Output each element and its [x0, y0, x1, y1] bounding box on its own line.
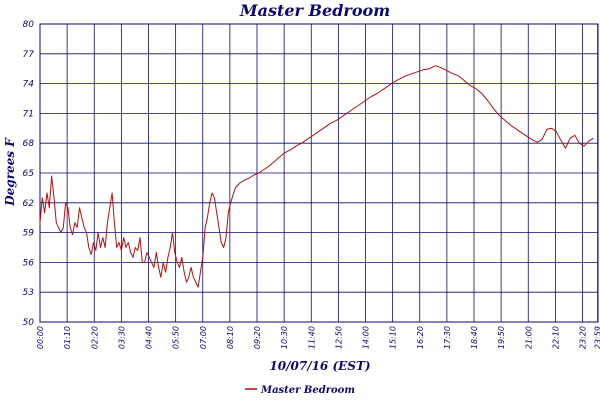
grid [39, 23, 599, 323]
x-tick-label: 00:00 [36, 326, 45, 349]
x-tick-label: 12:50 [334, 326, 343, 349]
y-tick-label: 77 [23, 50, 35, 60]
y-tick-label: 68 [23, 139, 35, 149]
x-tick-label: 02:20 [90, 326, 99, 349]
y-tick-label: 80 [23, 20, 35, 30]
chart-title: Master Bedroom [239, 1, 390, 20]
x-tick-label: 03:30 [117, 326, 126, 349]
series-group [39, 65, 594, 288]
y-axis-ticks: 50 53 56 59 62 65 68 71 74 77 80 [23, 20, 35, 328]
x-tick-label: 01:10 [63, 326, 72, 349]
x-tick-label: 04:40 [145, 326, 154, 349]
y-tick-label: 65 [23, 169, 35, 179]
x-tick-label: 22:10 [551, 326, 560, 349]
x-tick-label: 08:10 [226, 326, 235, 349]
x-axis-label: 10/07/16 (EST) [269, 359, 370, 373]
x-tick-label: 09:20 [253, 326, 262, 349]
x-tick-label: 11:40 [307, 326, 316, 349]
y-tick-label: 62 [23, 199, 35, 209]
y-tick-label: 53 [23, 288, 35, 298]
y-axis-label: Degrees F [3, 137, 17, 207]
x-tick-label: 15:10 [389, 326, 398, 349]
series-line-0 [39, 65, 594, 288]
x-tick-label: 23:59 [594, 326, 600, 349]
x-tick-label: 21:00 [524, 326, 533, 349]
x-tick-label: 18:40 [470, 326, 479, 349]
x-tick-label: 19:50 [497, 326, 506, 349]
y-tick-label: 74 [23, 80, 35, 90]
y-tick-label: 59 [23, 229, 35, 239]
x-tick-label: 17:30 [443, 326, 452, 349]
x-tick-label: 23:20 [579, 326, 588, 349]
x-axis-ticks: 00:00 01:10 02:20 03:30 04:40 05:50 07:00 08:10… [36, 326, 600, 349]
x-tick-label: 05:50 [172, 326, 181, 349]
x-tick-label: 07:00 [199, 326, 208, 349]
legend-label: Master Bedroom [260, 385, 355, 396]
x-tick-label: 16:20 [416, 326, 425, 349]
y-tick-label: 50 [23, 318, 35, 328]
y-tick-label: 71 [23, 109, 34, 119]
y-tick-label: 56 [23, 258, 35, 268]
x-tick-label: 10:30 [280, 326, 289, 349]
legend: Master Bedroom [245, 385, 355, 396]
x-tick-label: 14:00 [362, 326, 371, 349]
